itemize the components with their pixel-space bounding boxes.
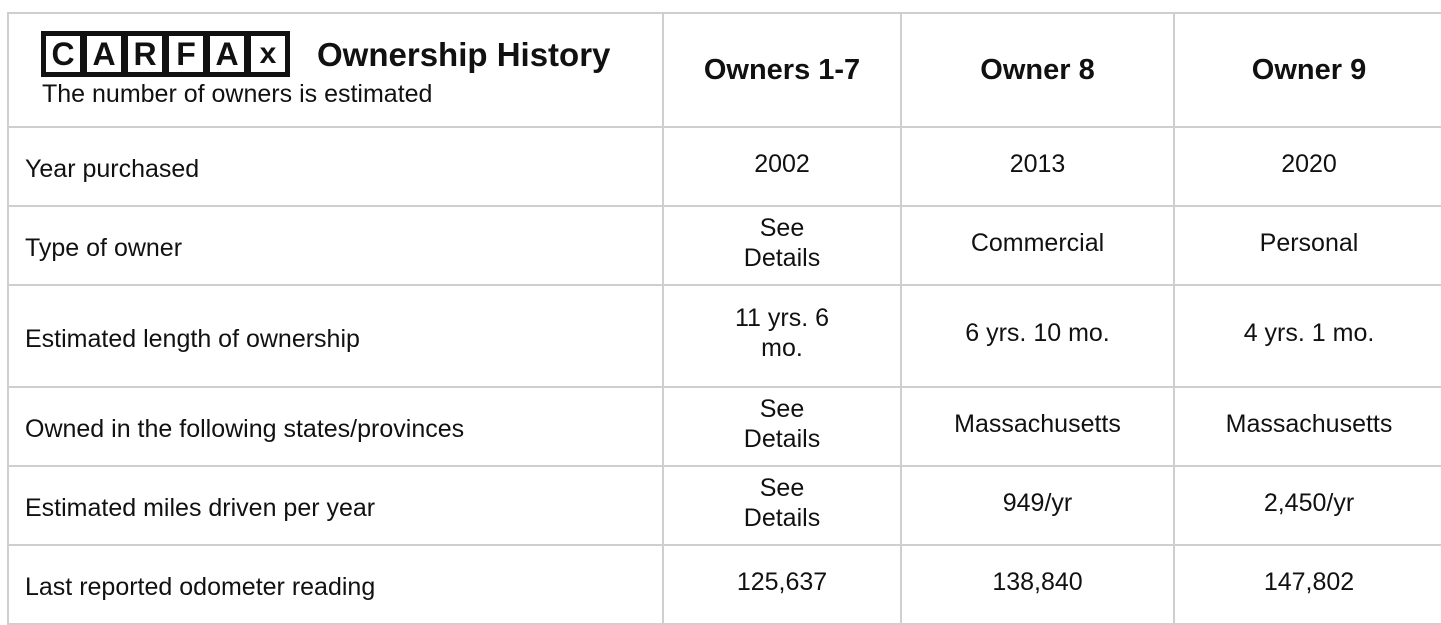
logo-letter: A xyxy=(208,34,246,74)
cell-value: 949/yr xyxy=(900,465,1175,546)
subtitle: The number of owners is estimated xyxy=(42,80,433,108)
logo-letter: F xyxy=(167,34,205,74)
column-header: Owners 1-7 xyxy=(662,12,902,128)
cell-value: See Details xyxy=(662,465,902,546)
table-row: Estimated length of ownership 11 yrs. 6 m… xyxy=(7,284,1441,388)
logo-letter: x xyxy=(249,34,287,74)
table-row: Owned in the following states/provinces S… xyxy=(7,386,1441,467)
column-header: Owner 8 xyxy=(900,12,1175,128)
cell-value: 4 yrs. 1 mo. xyxy=(1173,284,1441,388)
logo-letter: A xyxy=(85,34,123,74)
cell-value: 138,840 xyxy=(900,544,1175,625)
logo-letter: R xyxy=(126,34,164,74)
cell-value: 125,637 xyxy=(662,544,902,625)
title: Ownership History xyxy=(317,36,611,73)
cell-value: Massachusetts xyxy=(1173,386,1441,467)
cell-value: Personal xyxy=(1173,205,1441,286)
table-row: Year purchased 2002 2013 2020 xyxy=(7,126,1441,207)
cell-value: 2020 xyxy=(1173,126,1441,207)
logo-letter: C xyxy=(44,34,82,74)
table-row: Estimated miles driven per year See Detai… xyxy=(7,465,1441,546)
row-label: Owned in the following states/provinces xyxy=(7,386,664,467)
table-row: Last reported odometer reading 125,637 138… xyxy=(7,544,1441,625)
cell-value: Commercial xyxy=(900,205,1175,286)
table-row: Type of owner See Details Commercial Person… xyxy=(7,205,1441,286)
cell-value: Massachusetts xyxy=(900,386,1175,467)
cell-value: 147,802 xyxy=(1173,544,1441,625)
cell-value: 11 yrs. 6 mo. xyxy=(662,284,902,388)
row-label: Estimated length of ownership xyxy=(7,284,664,388)
cell-value: See Details xyxy=(662,386,902,467)
row-label: Type of owner xyxy=(7,205,664,286)
cell-value: See Details xyxy=(662,205,902,286)
cell-value: 2,450/yr xyxy=(1173,465,1441,546)
row-label: Last reported odometer reading xyxy=(7,544,664,625)
cell-value: 2013 xyxy=(900,126,1175,207)
row-label: Year purchased xyxy=(7,126,664,207)
row-label: Estimated miles driven per year xyxy=(7,465,664,546)
cell-value: 2002 xyxy=(662,126,902,207)
column-header: Owner 9 xyxy=(1173,12,1441,128)
table-body: Year purchased 2002 2013 2020 Type of owner S… xyxy=(7,126,1441,625)
cell-value: 6 yrs. 10 mo. xyxy=(900,284,1175,388)
